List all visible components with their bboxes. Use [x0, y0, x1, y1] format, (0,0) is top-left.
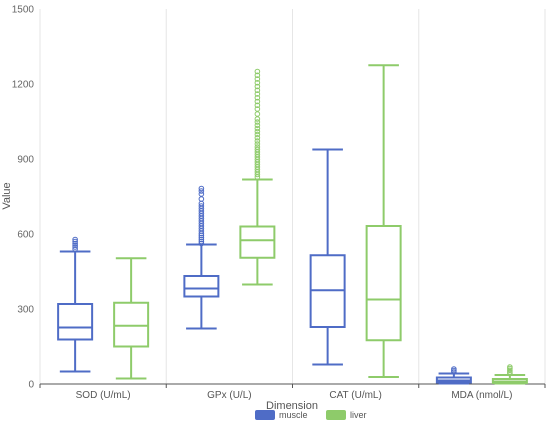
outlier-point [254, 76, 261, 82]
outlier-point [254, 116, 261, 122]
legend-swatch [326, 410, 346, 420]
outlier-point [254, 144, 261, 150]
outlier-point [254, 131, 261, 138]
iqr-box [239, 225, 276, 259]
outlier-point [198, 188, 205, 194]
outlier-point [254, 119, 261, 125]
outlier-point [254, 128, 261, 135]
box-muscle-0 [57, 236, 94, 373]
grid-layer [39, 9, 546, 384]
outlier-point [254, 111, 261, 117]
legend-label: muscle [279, 410, 308, 420]
y-tick-label: 900 [17, 155, 34, 166]
x-axis-label: Dimension [266, 400, 318, 412]
outlier-point [254, 141, 261, 147]
legend-swatch [255, 410, 275, 420]
outlier-point [254, 138, 261, 144]
legend: muscle liver [255, 410, 367, 420]
outlier-point [72, 246, 78, 252]
y-tick-label: 1500 [12, 5, 35, 16]
outlier-point [254, 87, 261, 94]
outlier-point [451, 366, 457, 372]
outlier-point [72, 240, 78, 247]
box-liver-2 [365, 64, 402, 378]
legend-item-liver: liver [326, 410, 367, 420]
outlier-point [254, 125, 261, 132]
y-tick-label: 300 [17, 305, 34, 316]
box-liver-3 [491, 364, 528, 385]
x-tick-label: CAT (U/mL) [329, 390, 381, 401]
outlier-point [198, 203, 205, 209]
box-muscle-2 [309, 148, 346, 366]
axis-layer: 0 300 600 900 1200 1500 SOD (U/mL) GPx (U/L) CAT… [12, 5, 546, 401]
legend-item-muscle: muscle [255, 410, 308, 420]
outlier-point [254, 102, 261, 109]
outlier-point [72, 244, 78, 250]
outlier-point [72, 242, 78, 249]
outlier-point [254, 106, 261, 112]
y-tick-label: 1200 [12, 80, 35, 91]
outlier-point [254, 94, 261, 101]
y-tick-label: 600 [17, 230, 34, 241]
x-tick-label: GPx (U/L) [207, 390, 251, 401]
iqr-box [57, 303, 94, 341]
box-muscle-1 [183, 185, 220, 330]
outlier-point [507, 367, 513, 374]
outlier-point [254, 72, 261, 79]
outlier-point [254, 146, 261, 153]
outlier-point [72, 238, 78, 245]
outlier-point [198, 240, 205, 247]
outlier-point [198, 236, 205, 243]
outlier-point [198, 191, 205, 197]
outlier-point [254, 134, 261, 141]
x-tick-label: SOD (U/mL) [76, 390, 131, 401]
outlier-point [254, 98, 261, 105]
outlier-point [254, 91, 261, 97]
outlier-point [254, 122, 261, 129]
outlier-point [198, 234, 205, 241]
box-layer [57, 64, 528, 385]
iqr-box [183, 275, 220, 298]
outlier-point [72, 236, 78, 243]
outlier-point [254, 83, 261, 90]
box-muscle-3 [435, 366, 472, 385]
outlier-point [198, 238, 205, 245]
y-tick-label: 0 [28, 380, 34, 391]
outlier-point [198, 185, 205, 192]
outlier-point [198, 196, 205, 202]
iqr-box [113, 301, 150, 348]
y-axis-label: Value [1, 182, 13, 209]
x-tick-label: MDA (nmol/L) [451, 390, 512, 401]
box-liver-0 [113, 257, 150, 380]
outlier-point [507, 364, 513, 370]
box-liver-1 [239, 68, 276, 286]
outlier-point [254, 68, 261, 75]
legend-label: liver [350, 410, 367, 420]
iqr-box [365, 225, 402, 342]
outlier-point [254, 79, 261, 86]
